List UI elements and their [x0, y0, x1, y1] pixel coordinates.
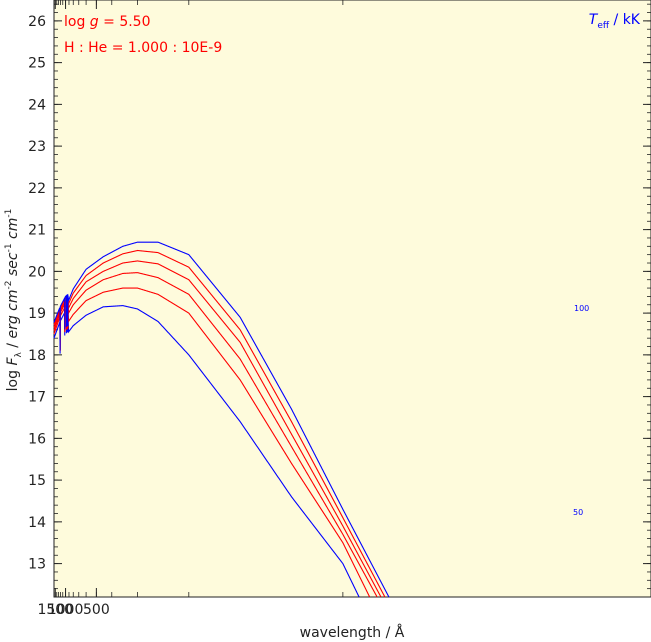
y-tick-label: 16 [28, 431, 46, 447]
series-line [53, 241, 390, 598]
series-layer [53, 241, 390, 598]
y-tick-label: 13 [28, 557, 46, 573]
plot-area [53, 0, 651, 598]
y-tick-label: 20 [28, 264, 46, 280]
y-axis-title: log Fλ / erg cm-2 sec-1 cm-1 [4, 209, 24, 392]
curve-label-50: 50 [573, 508, 583, 517]
series-line [53, 272, 378, 598]
y-tick-label: 18 [28, 348, 46, 364]
y-tick-label: 17 [28, 390, 46, 406]
y-tick-label: 15 [28, 473, 46, 489]
abundance-annotation: H : He = 1.000 : 10E-9 [64, 40, 222, 56]
x-tick-label: 1500 [37, 602, 73, 618]
y-tick-label: 23 [28, 139, 46, 155]
x-tick-label: 500 [83, 602, 110, 618]
y-tick-label: 19 [28, 306, 46, 322]
series-line [53, 260, 382, 598]
x-tick-label: 1000 [48, 602, 84, 618]
teff-legend: Teff / kK [589, 12, 641, 31]
y-tick-label: 26 [28, 14, 46, 30]
series-line [53, 249, 386, 598]
series-line [53, 305, 360, 598]
y-tick-label: 22 [28, 181, 46, 197]
series-line [53, 287, 371, 598]
y-tick-label: 25 [28, 56, 46, 72]
y-tick-label: 14 [28, 515, 46, 531]
y-tick-label: 24 [28, 97, 46, 113]
curve-label-100: 100 [574, 304, 589, 313]
logg-annotation: log g = 5.50 [64, 14, 151, 30]
y-tick-label: 21 [28, 223, 46, 239]
x-axis-title: wavelength / Å [300, 624, 405, 641]
